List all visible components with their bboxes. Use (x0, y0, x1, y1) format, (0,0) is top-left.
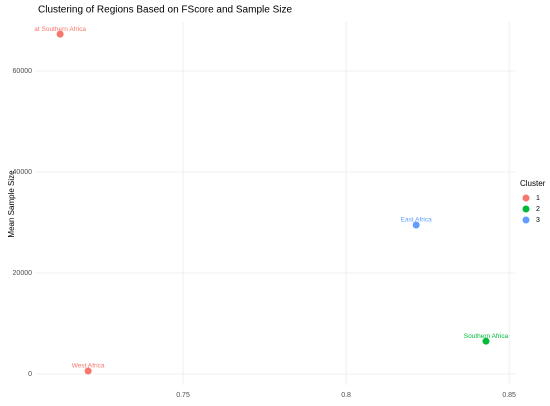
point (482, 337, 490, 345)
chart-title: Clustering of Regions Based on FScore an… (38, 5, 292, 16)
point (84, 367, 92, 375)
point-label: at Southern Africa (34, 26, 86, 33)
point-label: Southern Africa (464, 333, 509, 340)
legend-label: 2 (536, 206, 540, 213)
x-tick-label: 0.8 (341, 392, 351, 399)
y-tick-label: 0 (28, 371, 32, 378)
legend-label: 1 (536, 195, 540, 202)
legend-label: 3 (536, 217, 540, 224)
y-tick-label: 40000 (13, 169, 33, 176)
y-tick-label: 20000 (13, 270, 33, 277)
point (56, 30, 64, 38)
legend-marker (522, 216, 530, 224)
y-axis-label: Mean Sample Size (7, 170, 16, 238)
x-tick-label: 0.75 (176, 392, 190, 399)
x-tick-label: 0.85 (502, 392, 516, 399)
point-label: East Africa (401, 217, 432, 224)
legend-marker (522, 205, 530, 213)
y-tick-label: 60000 (13, 68, 33, 75)
point-label: West Africa (72, 363, 105, 370)
legend-title: Cluster (520, 179, 546, 188)
point (412, 221, 420, 229)
legend-marker (522, 194, 530, 202)
